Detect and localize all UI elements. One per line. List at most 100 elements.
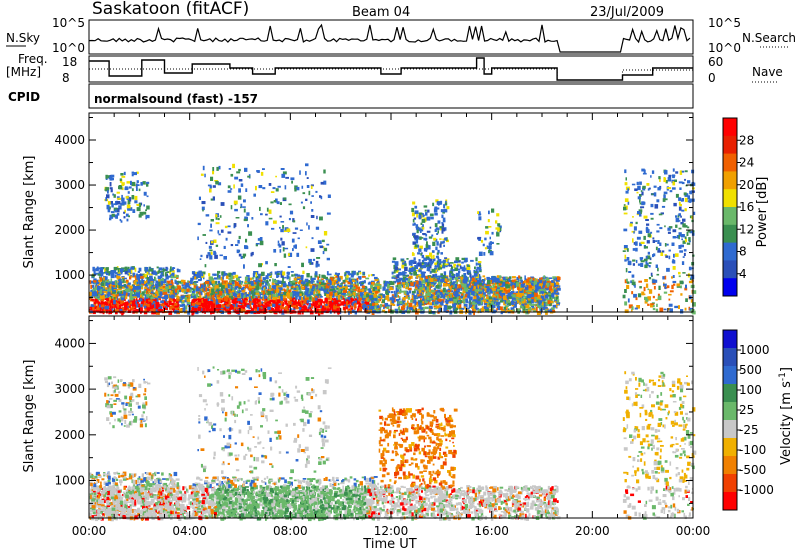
data-cell (435, 293, 438, 298)
data-cell (185, 295, 189, 298)
data-cell (150, 304, 153, 308)
data-cell (527, 294, 531, 297)
data-cell (492, 292, 497, 294)
data-cell (443, 307, 447, 312)
data-cell (171, 270, 175, 273)
data-cell (395, 290, 399, 295)
data-cell (359, 297, 362, 300)
data-cell (97, 288, 99, 293)
data-cell (274, 296, 278, 300)
data-cell (93, 270, 96, 273)
data-cell (330, 302, 334, 306)
data-cell (176, 281, 179, 284)
data-cell (260, 308, 263, 314)
data-cell (465, 298, 468, 303)
data-cell (160, 280, 164, 286)
data-cell (355, 293, 358, 296)
data-cell (437, 294, 440, 299)
data-cell (217, 291, 220, 295)
data-cell (218, 283, 223, 288)
data-cell (333, 279, 338, 282)
data-cell (366, 298, 370, 302)
data-cell (114, 287, 117, 290)
data-cell (477, 275, 481, 279)
data-cell (152, 297, 154, 302)
data-cell (361, 285, 365, 289)
data-cell (266, 279, 269, 284)
data-cell (160, 274, 163, 279)
data-cell (456, 290, 460, 293)
data-cell (389, 280, 393, 286)
data-cell (340, 301, 345, 306)
data-cell (554, 296, 557, 300)
data-cell (252, 293, 256, 298)
data-cell (544, 276, 548, 279)
data-cell (251, 289, 254, 291)
data-cell (133, 283, 135, 288)
data-cell (106, 280, 109, 282)
data-cell (507, 299, 511, 304)
data-cell (462, 290, 467, 294)
data-cell (298, 286, 301, 290)
data-cell (244, 281, 248, 285)
data-cell (267, 273, 271, 276)
data-cell (97, 293, 101, 297)
data-cell (100, 287, 103, 289)
data-cell (454, 284, 458, 289)
data-cell (228, 295, 231, 300)
data-cell (495, 291, 499, 294)
data-cell (333, 309, 337, 312)
data-cell (295, 306, 299, 310)
data-cell (322, 280, 325, 285)
data-cell (158, 298, 161, 300)
data-cell (97, 296, 101, 301)
data-cell (501, 309, 505, 312)
data-cell (120, 299, 124, 304)
data-cell (543, 275, 546, 278)
data-cell (411, 308, 416, 313)
data-cell (505, 297, 510, 300)
data-cell (183, 282, 187, 286)
data-cell (169, 295, 173, 300)
data-cell (291, 285, 294, 288)
data-cell (93, 301, 96, 304)
data-cell (438, 292, 443, 296)
data-cell (206, 306, 210, 309)
data-cell (198, 270, 202, 275)
data-cell (374, 296, 378, 300)
data-cell (406, 306, 409, 310)
data-cell (234, 294, 238, 298)
data-cell (478, 282, 483, 286)
data-cell (125, 301, 128, 305)
data-cell (406, 305, 410, 309)
data-cell (318, 302, 321, 305)
data-cell (301, 296, 304, 301)
data-cell (418, 269, 422, 273)
data-cell (97, 267, 102, 270)
data-cell (168, 310, 173, 315)
data-cell (459, 299, 463, 304)
data-cell (159, 289, 163, 293)
data-cell (451, 266, 454, 270)
data-cell (255, 278, 258, 283)
data-cell (316, 308, 319, 312)
data-cell (173, 286, 177, 291)
data-cell (474, 266, 476, 270)
data-cell (417, 308, 420, 311)
data-cell (360, 306, 365, 309)
data-cell (250, 290, 254, 294)
data-cell (342, 296, 345, 298)
data-cell (257, 295, 260, 299)
data-cell (481, 308, 484, 312)
data-cell (321, 287, 324, 291)
data-cell (543, 289, 547, 294)
data-cell (255, 308, 257, 313)
data-cell (416, 280, 420, 285)
data-cell (451, 269, 455, 272)
nsearch-tick-bottom: 10^0 (708, 41, 741, 55)
data-cell (300, 309, 305, 313)
data-cell (263, 279, 267, 282)
data-cell (531, 308, 535, 311)
data-cell (475, 269, 478, 272)
